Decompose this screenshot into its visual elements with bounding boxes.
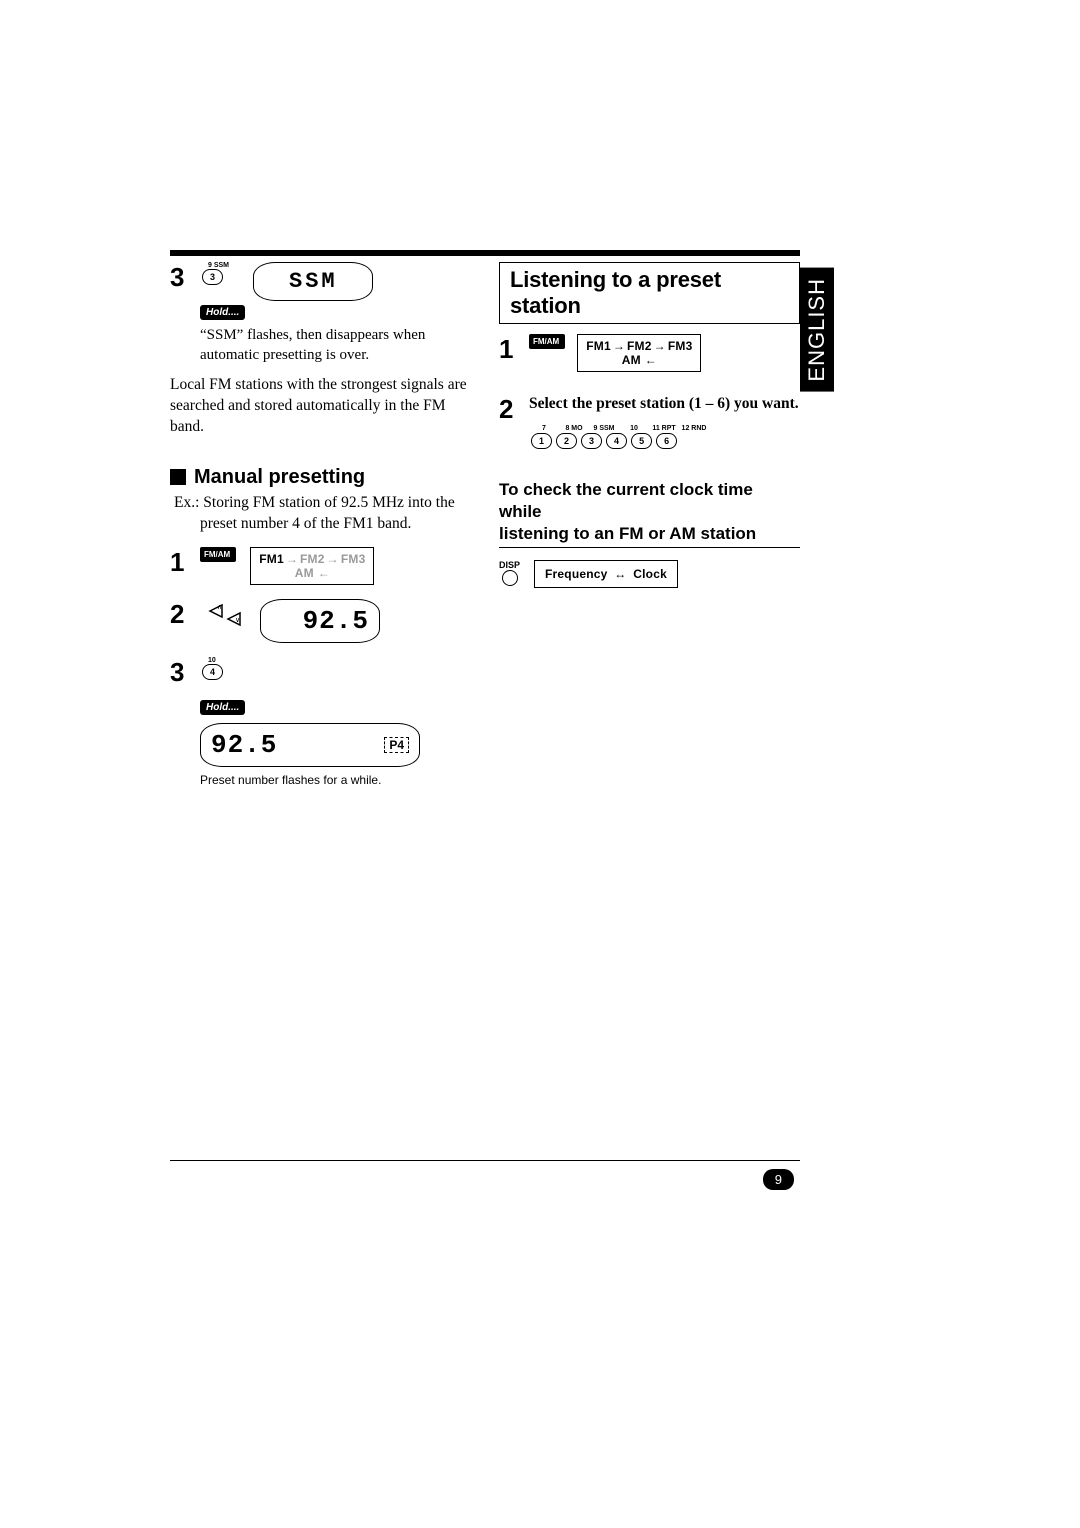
preset-button: 5 <box>631 433 652 449</box>
lcd-frame: 92.5 P4 <box>200 723 420 767</box>
step-number: 1 <box>499 334 519 365</box>
preset-top-label: 11 RPT <box>649 425 679 432</box>
hold-badge: Hold.... <box>200 700 245 715</box>
manual-step-2: 2 ∧ ∨ 92.5 <box>170 599 471 643</box>
svg-text:∨: ∨ <box>235 617 240 624</box>
fmam-diagram: FM/AM FM1FM2FM3 AM← <box>529 334 701 372</box>
disp-diagram: DISP Frequency ↔ Clock <box>499 560 800 589</box>
manual-step-1: 1 FM/AM FM1FM2FM3 AM← <box>170 547 471 585</box>
seq-fm3: FM3 <box>341 552 366 566</box>
right-column: Listening to a preset station 1 FM/AM FM… <box>499 262 800 589</box>
clock-subheading: To check the current clock time while li… <box>499 479 800 548</box>
step-number: 3 <box>170 262 190 293</box>
step-number: 3 <box>170 657 190 688</box>
example-text: Ex.: Storing FM station of 92.5 MHz into… <box>174 493 471 535</box>
preset-button-3: 3 <box>202 269 223 285</box>
preset-step-2: 2 Select the preset station (1 – 6) you … <box>499 394 800 449</box>
manual-step-3: 3 10 4 Hold.... 92.5 P4 <box>170 657 471 767</box>
step-2-text: Select the preset station (1 – 6) you wa… <box>529 394 799 414</box>
preset-top-label: 10 <box>619 425 649 432</box>
lcd-text: SSM <box>289 269 338 294</box>
ssm-diagram: 9 SSM 3 Hold.... SSM <box>200 262 373 320</box>
preset-indicator: P4 <box>384 737 409 753</box>
fmam-button: FM/AM <box>529 334 565 349</box>
preset-button-4: 4 <box>202 664 223 680</box>
svg-text:∧: ∧ <box>217 604 222 611</box>
language-tab: ENGLISH <box>800 268 834 392</box>
seq-fm1: FM1 <box>586 339 611 353</box>
preset-top-label: 8 MO <box>559 425 589 432</box>
clock-subhead-line1: To check the current clock time while <box>499 480 753 521</box>
lcd-frequency: 92.5 <box>211 730 277 760</box>
body-paragraph: Local FM stations with the strongest sig… <box>170 375 471 438</box>
step-number: 2 <box>170 599 190 630</box>
page-footer: 9 <box>170 1160 800 1161</box>
section-title-box: Listening to a preset station <box>499 262 800 324</box>
seq-fm1: FM1 <box>259 552 284 566</box>
preset-buttons-diagram: 78 MO9 SSM1011 RPT12 RND 123456 <box>529 422 799 449</box>
heading-text: Manual presetting <box>194 466 365 489</box>
seq-fm3: FM3 <box>668 339 693 353</box>
preset-button: 4 <box>606 433 627 449</box>
left-column: 3 9 SSM 3 Hold.... SSM <box>170 262 471 787</box>
seq-fm2: FM2 <box>300 552 325 566</box>
hold-badge: Hold.... <box>200 305 245 320</box>
preset-button: 3 <box>581 433 602 449</box>
preset-top-label: 9 SSM <box>589 425 619 432</box>
seq-am: AM <box>295 566 314 580</box>
tune-diagram: ∧ ∨ 92.5 <box>200 599 380 643</box>
button-top-label: 9 SSM <box>208 262 245 269</box>
step-number: 1 <box>170 547 190 578</box>
manual-presetting-heading: Manual presetting <box>170 466 471 489</box>
button-top-label: 10 <box>208 657 420 664</box>
preset-top-label: 12 RND <box>679 425 709 432</box>
disp-label: DISP <box>499 560 520 570</box>
preset-button: 1 <box>531 433 552 449</box>
page-number: 9 <box>763 1169 794 1190</box>
preset-top-label: 7 <box>529 425 559 432</box>
ssm-step-3: 3 9 SSM 3 Hold.... SSM <box>170 262 471 320</box>
lcd-frame: SSM <box>253 262 373 301</box>
clock-label: Clock <box>633 567 667 581</box>
clock-subhead-line2: listening to an FM or AM station <box>499 524 756 543</box>
step-number: 2 <box>499 394 519 425</box>
seq-am: AM <box>622 353 641 367</box>
square-bullet-icon <box>170 469 186 485</box>
frequency-label: Frequency <box>545 567 608 581</box>
top-rule <box>170 250 800 256</box>
preset-button: 2 <box>556 433 577 449</box>
store-diagram: 10 4 Hold.... 92.5 P4 <box>200 657 420 767</box>
ssm-caption: “SSM” flashes, then disappears when auto… <box>200 326 471 365</box>
preset-step-1: 1 FM/AM FM1FM2FM3 AM← <box>499 334 800 372</box>
lcd-frame: 92.5 <box>260 599 380 643</box>
updown-buttons-icon: ∧ ∨ <box>200 599 250 643</box>
fmam-diagram: FM/AM FM1FM2FM3 AM← <box>200 547 374 585</box>
seq-fm2: FM2 <box>627 339 652 353</box>
preset-flash-note: Preset number flashes for a while. <box>200 773 471 787</box>
preset-button: 6 <box>656 433 677 449</box>
disp-button-icon <box>502 570 518 586</box>
fmam-button: FM/AM <box>200 547 236 562</box>
lcd-frequency: 92.5 <box>303 606 369 636</box>
